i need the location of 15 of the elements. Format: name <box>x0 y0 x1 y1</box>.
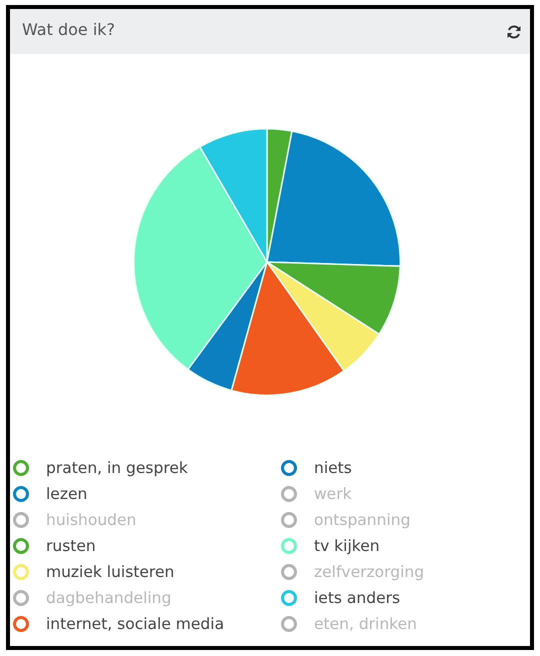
legend-label: niets <box>314 459 352 477</box>
legend-label: zelfverzorging <box>314 563 424 581</box>
legend-label: tv kijken <box>314 537 380 555</box>
chart-title: Wat doe ik? <box>22 20 116 39</box>
legend-label: rusten <box>46 537 96 555</box>
legend-label: muziek luisteren <box>46 563 174 581</box>
legend-label: huishouden <box>46 511 136 529</box>
legend-label: lezen <box>46 485 88 503</box>
legend-label: iets anders <box>314 589 400 607</box>
legend-label: internet, sociale media <box>46 615 224 633</box>
legend-label: eten, drinken <box>314 615 417 633</box>
legend-label: ontspanning <box>314 511 410 529</box>
legend-label: praten, in gesprek <box>46 459 188 477</box>
legend-label: werk <box>314 485 352 503</box>
legend-label: dagbehandeling <box>46 589 172 607</box>
